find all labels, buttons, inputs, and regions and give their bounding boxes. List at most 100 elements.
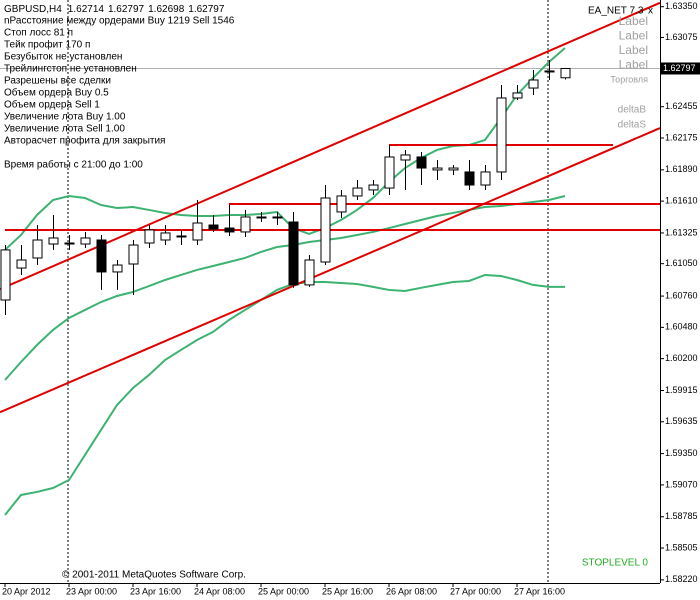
candle-body-up [320, 197, 331, 263]
y-tick-label: 1.59635 [665, 416, 698, 426]
band-line [4, 273, 565, 516]
x-tick-label: 25 Apr 00:00 [258, 586, 309, 596]
candle-body-up [272, 216, 283, 219]
y-tick-label: 1.62455 [665, 101, 698, 111]
y-tick-label: 1.61890 [665, 164, 698, 174]
candle-body-up [16, 259, 27, 269]
candle-body-up [352, 187, 363, 197]
y-tick-label: 1.58785 [665, 511, 698, 521]
y-tick-label: 1.61610 [665, 195, 698, 205]
y-tick-label: 1.63075 [665, 32, 698, 42]
info-line: Тейк профит 170 п [4, 39, 90, 51]
candle-body-up [448, 167, 459, 171]
trade-label: Торговля [610, 74, 648, 84]
x-tick-label: 20 Apr 2012 [2, 586, 51, 596]
y-tick-label: 1.58220 [665, 574, 698, 584]
price-tag [660, 62, 700, 75]
candle-body-up [48, 237, 59, 245]
ea-name: EA_NET 7.3 [588, 6, 644, 17]
y-tick-label: 1.63350 [665, 1, 698, 11]
candle-body-down [208, 224, 219, 230]
y-tick-label: 1.61325 [665, 227, 698, 237]
candle-body-up [32, 239, 43, 259]
candle-body-up [128, 244, 139, 265]
candle-body-up [528, 79, 539, 89]
candle-body-up [304, 259, 315, 286]
candle-body-up [176, 235, 187, 238]
x-tick-label: 27 Apr 16:00 [514, 586, 565, 596]
candle-body-up [80, 237, 91, 245]
x-tick-label: 23 Apr 00:00 [66, 586, 117, 596]
label: Label [619, 43, 648, 57]
info-line: Стоп лосс 81 п [4, 28, 73, 39]
y-tick-label: 1.60480 [665, 322, 698, 332]
candle-body-up [512, 92, 523, 99]
candle-body-up [544, 70, 555, 73]
candle-body-up [480, 171, 491, 186]
y-tick-label: 1.59915 [665, 385, 698, 395]
ohlc-high: 1.62797 [108, 4, 145, 15]
info-line: Увеличение лота Buy 1.00 [4, 112, 126, 123]
chart-title: GBPUSD,H4 1.62714 1.62797 1.62698 1.62797 [4, 4, 225, 15]
trendline [0, 127, 661, 414]
y-tick-label: 1.60200 [665, 353, 698, 363]
delta-s: deltaS [618, 120, 647, 131]
ohlc-low: 1.62698 [148, 4, 185, 15]
candle-body-up [0, 249, 11, 301]
candle-body-up [160, 232, 171, 241]
candle-body-down [96, 239, 107, 273]
info-line: Объем ордера Sell 1 [4, 99, 100, 111]
info-line: Безубыток не установлен [4, 51, 122, 63]
ohlc-close: 1.62797 [188, 4, 225, 15]
info-line: nРасстояние между ордерами Buy 1219 Sell… [4, 16, 235, 27]
close-button[interactable]: x [648, 6, 653, 17]
x-tick-label: 23 Apr 16:00 [130, 586, 181, 596]
y-tick-label: 1.60760 [665, 290, 698, 300]
candle-body-up [560, 67, 571, 79]
copyright: © 2001-2011 MetaQuotes Software Corp. [62, 570, 246, 581]
x-tick-label: 24 Apr 08:00 [194, 586, 245, 596]
y-tick-label: 1.59350 [665, 448, 698, 458]
candle-body-up [496, 97, 507, 173]
x-tick-label: 25 Apr 16:00 [322, 586, 373, 596]
stoplevel: STOPLEVEL 0 [582, 558, 649, 569]
info-line: Объем ордера Buy 0.5 [4, 87, 109, 99]
candle-body-up [112, 264, 123, 273]
y-tick-label: 1.62175 [665, 132, 698, 142]
candle-body-up [144, 229, 155, 244]
info-line: Авторасчет профита для закрытия [4, 135, 165, 147]
plot [0, 1, 661, 516]
symbol: GBPUSD,H4 [4, 4, 62, 15]
candle-body-up [432, 167, 443, 171]
label: Label [619, 14, 648, 28]
x-tick-label: 27 Apr 00:00 [450, 586, 501, 596]
info-line: Трейлингстоп не установлен [4, 64, 137, 75]
work-time: Время работы с 21:00 до 1:00 [4, 159, 143, 171]
y-tick-label: 1.61050 [665, 258, 698, 268]
x-tick-label: 26 Apr 08:00 [386, 586, 437, 596]
label: Label [619, 58, 648, 72]
candle-body-up [192, 222, 203, 241]
info-line: Увеличение лота Sell 1.00 [4, 124, 125, 135]
ohlc-open: 1.62714 [68, 4, 105, 15]
y-tick-label: 1.58505 [665, 542, 698, 552]
price-tag-label: 1.62797 [663, 63, 696, 73]
candle-body-up [400, 154, 411, 161]
candle-body-down [416, 156, 427, 169]
candle-body-down [64, 242, 75, 245]
candle-body-up [384, 156, 395, 189]
candle-body-up [336, 195, 347, 213]
delta-b: deltaB [618, 105, 647, 116]
candle-body-down [464, 171, 475, 186]
candle-body-down [288, 221, 299, 286]
candle-body-down [224, 227, 235, 233]
candle-body-up [368, 184, 379, 191]
candle-body-up [240, 216, 251, 233]
label: Label [619, 29, 648, 43]
y-tick-label: 1.59070 [665, 479, 698, 489]
info-line: Разрешены все сделки [4, 76, 111, 87]
candle-body-up [256, 216, 267, 219]
trendline [0, 1, 661, 291]
